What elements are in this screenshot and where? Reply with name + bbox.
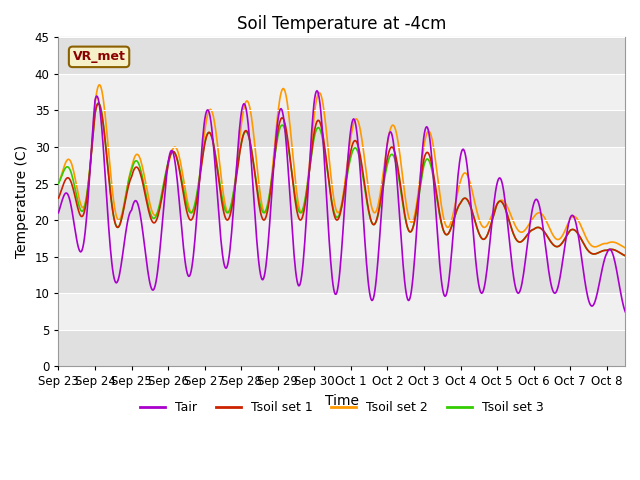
Bar (58, 110, 625, 147)
Bar (58, 147, 625, 183)
Bar (58, 220, 625, 257)
Bar (58, 183, 625, 220)
Legend: Tair, Tsoil set 1, Tsoil set 2, Tsoil set 3: Tair, Tsoil set 1, Tsoil set 2, Tsoil se… (135, 396, 548, 420)
Title: Soil Temperature at -4cm: Soil Temperature at -4cm (237, 15, 447, 33)
Y-axis label: Temperature (C): Temperature (C) (15, 145, 29, 258)
Bar (58, 330, 625, 366)
Bar (58, 293, 625, 330)
Bar (58, 257, 625, 293)
Bar (58, 74, 625, 110)
X-axis label: Time: Time (324, 394, 359, 408)
Text: VR_met: VR_met (72, 50, 125, 63)
Bar (58, 37, 625, 74)
